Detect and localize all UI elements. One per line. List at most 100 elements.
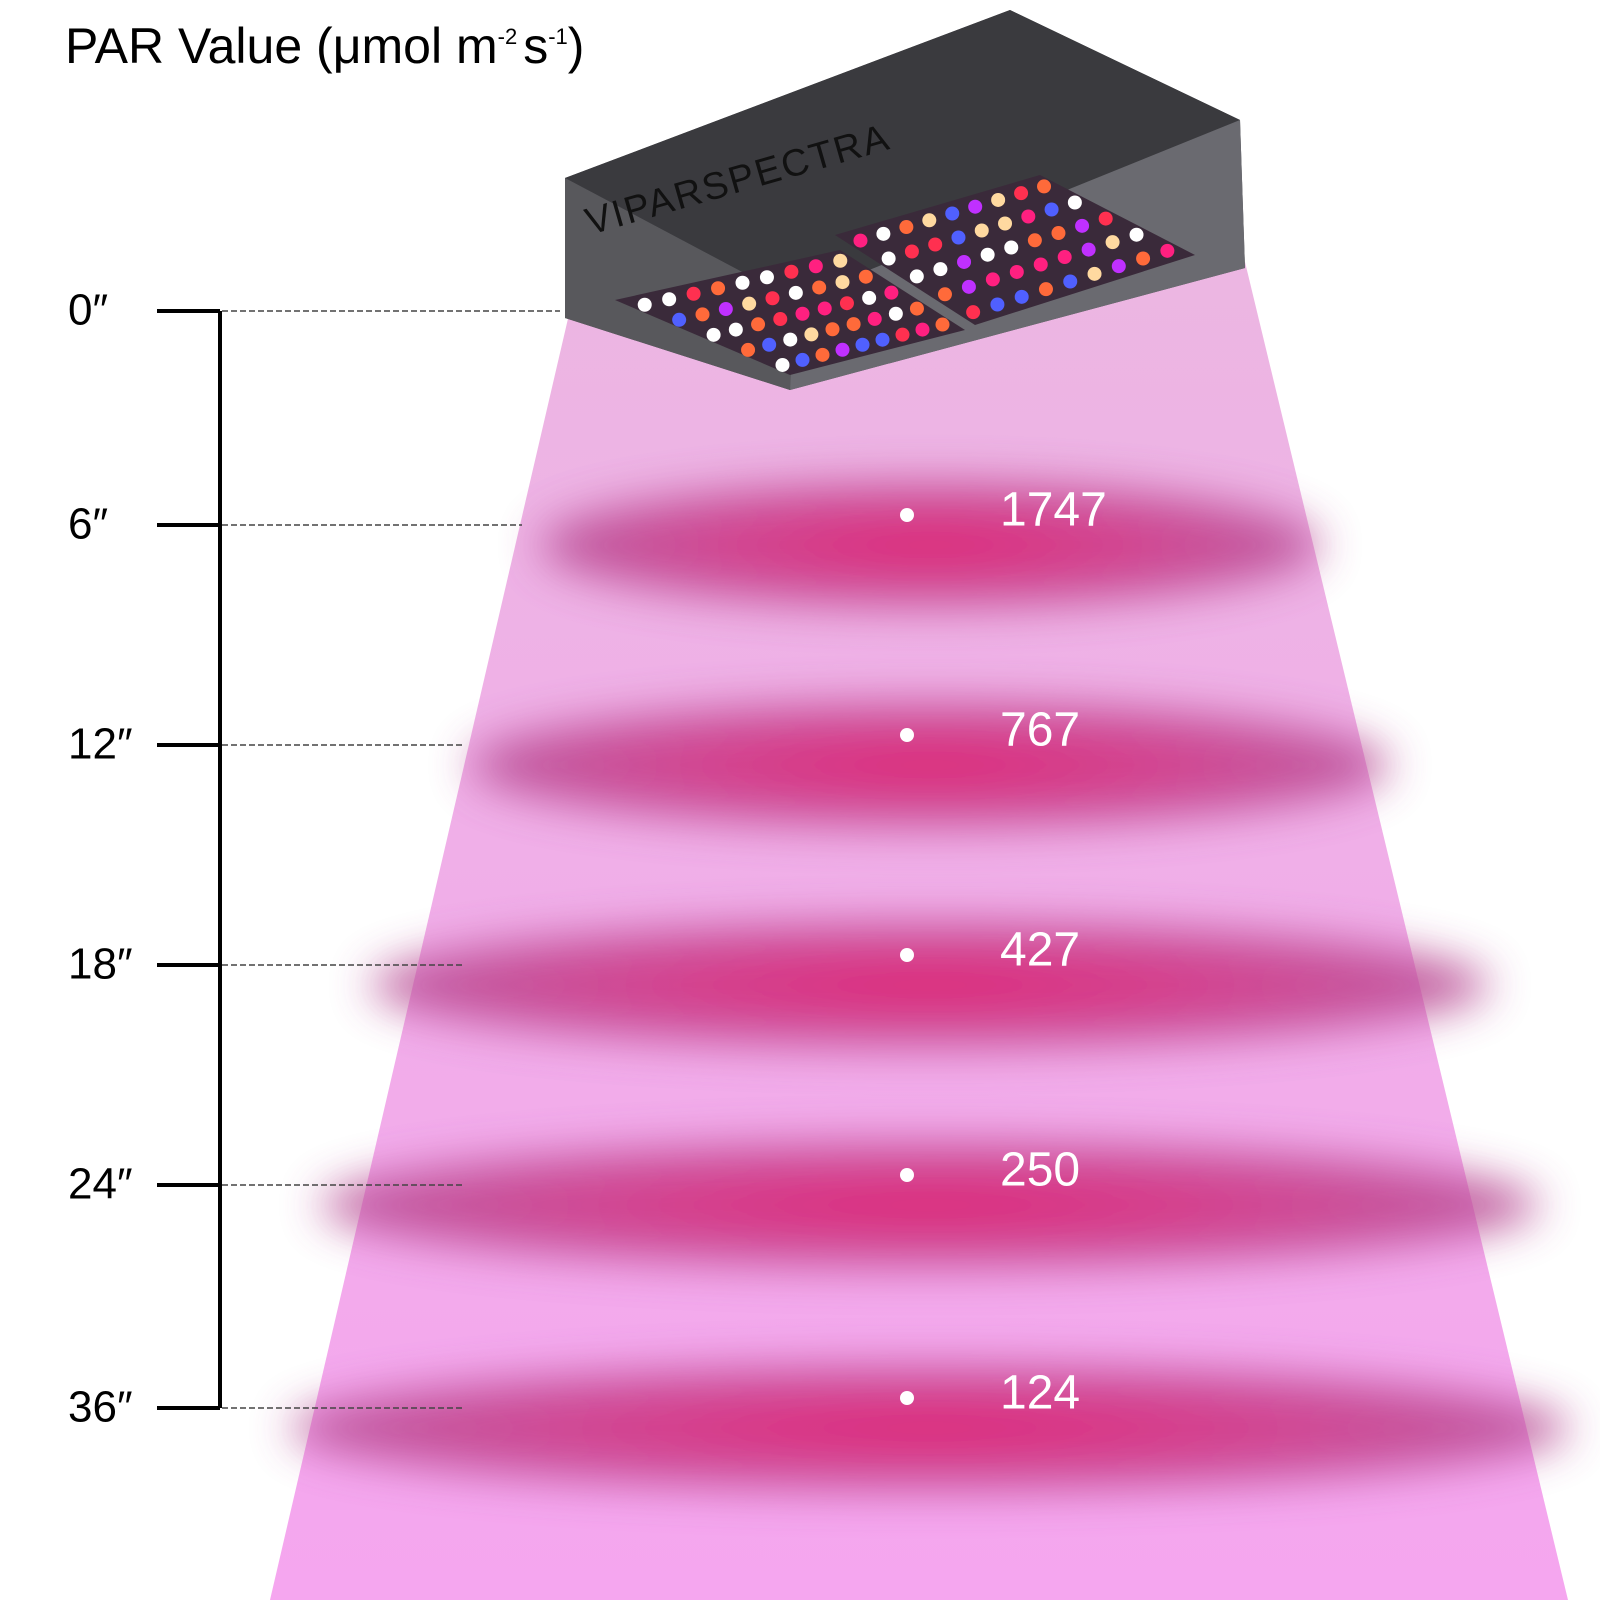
led (759, 270, 774, 285)
led (1111, 259, 1126, 274)
light-band (370, 923, 1490, 1047)
led (817, 301, 832, 316)
led (672, 312, 687, 327)
led (937, 287, 952, 302)
title: PAR Value (μmol m-2 s-1) (65, 18, 584, 74)
led (899, 220, 914, 235)
height-label: 0″ (68, 286, 108, 335)
led (935, 317, 950, 332)
led (728, 322, 743, 337)
led (875, 332, 890, 347)
led (853, 233, 868, 248)
led (858, 269, 873, 284)
led (788, 285, 803, 300)
led (765, 291, 780, 306)
height-scale: 0″ 6″ 1747 12″ 767 18″ 427 24″ 250 36″ 124 (68, 286, 1107, 1432)
light-band (470, 703, 1390, 827)
led (904, 244, 919, 259)
led (884, 285, 899, 300)
led (835, 342, 850, 357)
led (915, 322, 930, 337)
led (762, 337, 777, 352)
led (855, 337, 870, 352)
led-array (637, 179, 1175, 372)
led (1105, 235, 1120, 250)
led (1044, 202, 1059, 217)
led (974, 223, 989, 238)
led (773, 312, 788, 327)
led (867, 311, 882, 326)
led (741, 342, 756, 357)
led (1051, 226, 1066, 241)
title-main: PAR Value (μmol m (65, 18, 498, 74)
led (888, 306, 903, 321)
title-close: ) (568, 18, 585, 74)
led (835, 275, 850, 290)
title-sup: -2 (498, 24, 518, 49)
led (695, 307, 710, 322)
led (966, 305, 981, 320)
led (909, 301, 924, 316)
led (881, 251, 896, 266)
led (928, 237, 943, 252)
led (1033, 257, 1048, 272)
height-label: 6″ (68, 500, 108, 549)
led (1081, 242, 1096, 257)
measure-point (900, 1168, 914, 1182)
led (933, 262, 948, 277)
led (1057, 250, 1072, 265)
light-bands (290, 483, 1570, 1490)
led (1075, 218, 1090, 233)
led (784, 264, 799, 279)
height-label: 24″ (68, 1160, 133, 1209)
led (957, 254, 972, 269)
led (804, 327, 819, 342)
led (775, 357, 790, 372)
led (980, 247, 995, 262)
led (795, 306, 810, 321)
measure-point (900, 948, 914, 962)
led (1160, 243, 1175, 258)
led (1021, 209, 1036, 224)
led (718, 302, 733, 317)
led (1087, 266, 1102, 281)
led (922, 213, 937, 228)
led (1129, 227, 1144, 242)
led (825, 322, 840, 337)
led (839, 296, 854, 311)
led (1004, 240, 1019, 255)
led (1014, 186, 1029, 201)
led (1009, 264, 1024, 279)
par-value: 767 (1000, 704, 1080, 757)
led (795, 352, 810, 367)
led (735, 275, 750, 290)
led (991, 192, 1006, 207)
par-value: 250 (1000, 1144, 1080, 1197)
led (812, 280, 827, 295)
led (1098, 211, 1113, 226)
led (876, 226, 891, 241)
measure-point (900, 728, 914, 742)
led (1063, 274, 1078, 289)
led (686, 286, 701, 301)
led (742, 296, 757, 311)
led (985, 272, 1000, 287)
led (815, 347, 830, 362)
height-label: 36″ (68, 1383, 133, 1432)
led (833, 253, 848, 268)
height-label: 18″ (68, 940, 133, 989)
par-value: 427 (1000, 924, 1080, 977)
led (706, 327, 721, 342)
led (1014, 289, 1029, 304)
led (751, 317, 766, 332)
height-label: 12″ (68, 720, 133, 769)
led (961, 279, 976, 294)
led (990, 297, 1005, 312)
led (846, 317, 861, 332)
light-band (540, 483, 1320, 607)
led (1038, 282, 1053, 297)
measure-point (900, 508, 914, 522)
par-value: 1747 (1000, 484, 1107, 537)
led (968, 199, 983, 214)
